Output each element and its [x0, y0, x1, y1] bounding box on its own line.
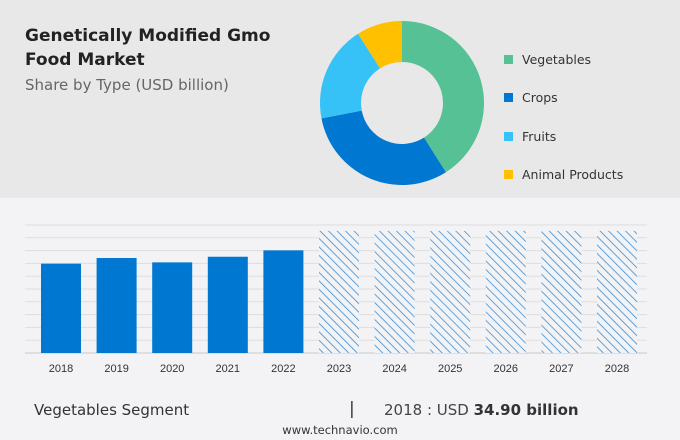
segment-value: 2018 : USD 34.90 billion [384, 401, 579, 419]
chart-title: Genetically Modified Gmo Food Market [25, 26, 271, 70]
legend-swatch [504, 170, 513, 180]
tick-label-2021: 2021 [216, 363, 240, 375]
legend-label: Animal Products [522, 167, 624, 183]
tick-label-2018: 2018 [49, 363, 73, 375]
bar-2025 [430, 230, 471, 353]
slice-vegetables [402, 21, 484, 173]
legend: Vegetables Crops Fruits Animal Products [504, 40, 623, 194]
tick-label-2026: 2026 [494, 363, 518, 375]
legend-label: Vegetables [522, 51, 592, 67]
tick-label-2022: 2022 [271, 363, 295, 375]
separator: | [349, 399, 355, 419]
tick-label-2025: 2025 [438, 363, 462, 375]
legend-swatch [504, 131, 513, 141]
bar-2021 [207, 256, 248, 353]
tick-label-2019: 2019 [104, 363, 128, 375]
legend-swatch [504, 54, 513, 64]
slice-crops [321, 110, 446, 185]
legend-swatch [504, 93, 513, 103]
tick-label-2024: 2024 [382, 363, 406, 375]
donut-chart [320, 21, 484, 185]
tick-label-2028: 2028 [605, 363, 629, 375]
tick-label-2020: 2020 [160, 363, 184, 375]
segment-label: Vegetables Segment [34, 401, 190, 419]
bar-2027 [541, 230, 582, 353]
bar-2026 [485, 230, 526, 353]
legend-item: Fruits [504, 117, 623, 156]
slice-animal-products [358, 21, 402, 69]
bar-2020 [152, 262, 193, 353]
bar-2028 [597, 230, 637, 353]
slice-fruits [320, 33, 381, 119]
tick-label-2027: 2027 [549, 363, 573, 375]
value-text: 34.90 billion [473, 401, 579, 419]
chart-subtitle: Share by Type (USD billion) [25, 76, 229, 94]
bar-chart: 2018 2019 2020 2021 2022 2023 2024 2025 2026 2027… [25, 224, 647, 375]
bar-2023 [319, 230, 359, 353]
legend-item: Crops [504, 79, 623, 118]
legend-label: Fruits [522, 128, 557, 144]
website: www.technavio.com [282, 423, 398, 437]
legend-item: Animal Products [504, 156, 623, 195]
bar-2022 [263, 250, 304, 353]
legend-label: Crops [522, 90, 558, 106]
bar-2019 [96, 258, 137, 353]
legend-item: Vegetables [504, 40, 623, 79]
year-label: 2018 : USD [384, 401, 469, 419]
bar-2024 [374, 230, 415, 353]
tick-label-2023: 2023 [327, 363, 351, 375]
bar-2018 [41, 263, 81, 353]
